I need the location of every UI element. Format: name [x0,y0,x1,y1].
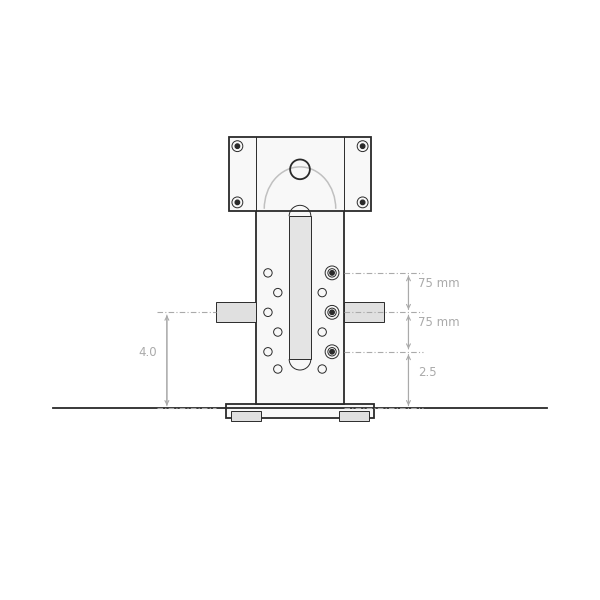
Text: 2.5: 2.5 [418,366,437,379]
Bar [344,302,384,322]
Circle shape [235,200,239,205]
Bar [231,411,260,421]
Text: 4.0: 4.0 [139,346,157,359]
Bar [226,404,374,418]
Circle shape [361,144,365,148]
Text: 75 mm: 75 mm [418,316,460,329]
Circle shape [235,144,239,148]
Circle shape [330,310,334,314]
Bar [256,152,344,404]
Bar [216,302,256,322]
Bar [340,411,369,421]
Circle shape [361,200,365,205]
Bar [289,216,311,359]
Bar [229,137,371,211]
Circle shape [330,350,334,354]
Text: 75 mm: 75 mm [418,277,460,290]
Circle shape [330,271,334,275]
